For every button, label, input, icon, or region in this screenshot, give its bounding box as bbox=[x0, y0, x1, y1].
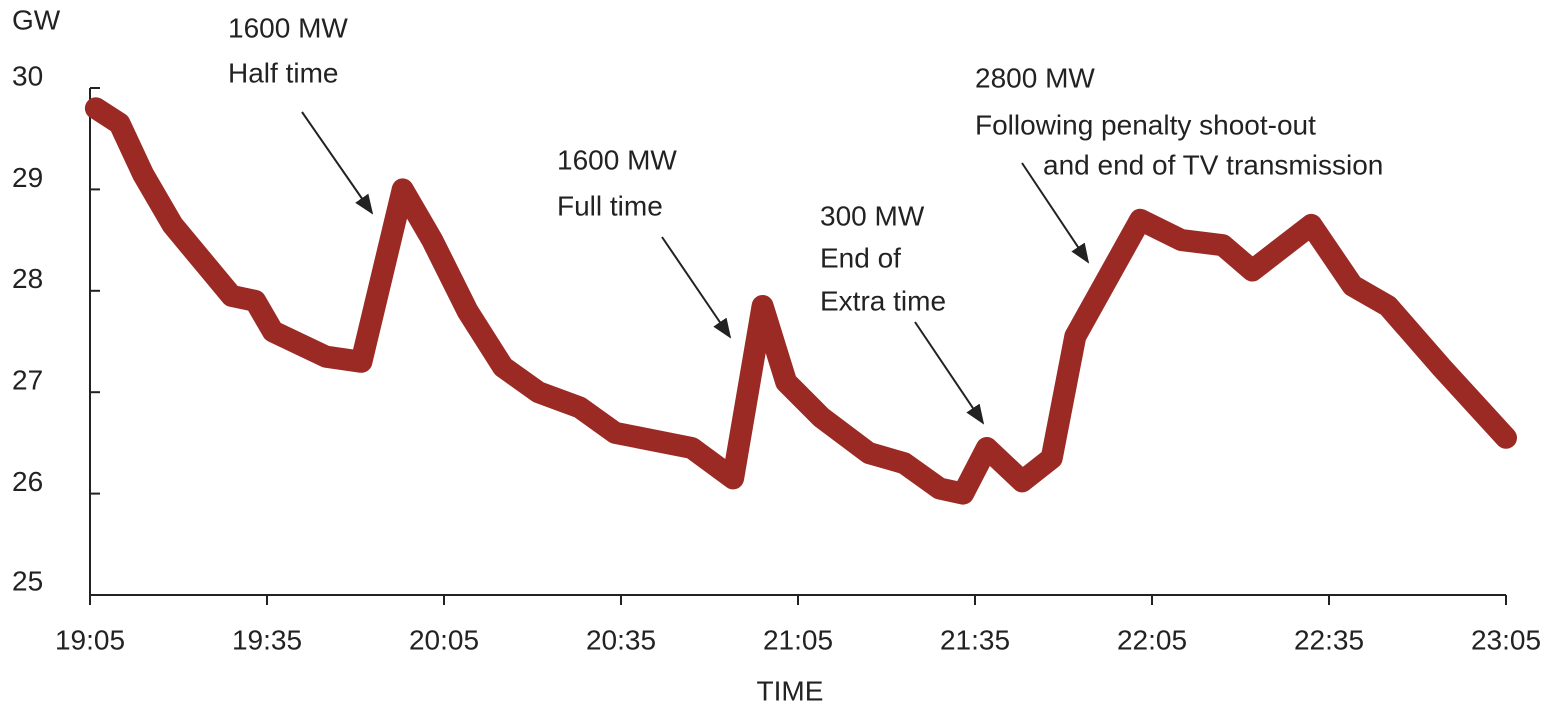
annotation: Following penalty shoot-out bbox=[975, 109, 1316, 140]
annotation: Half time bbox=[228, 57, 338, 88]
annotation: End of bbox=[820, 242, 901, 273]
y-tick-label: 25 bbox=[12, 565, 43, 596]
annotation: and end of TV transmission bbox=[1043, 149, 1383, 180]
annotation: Full time bbox=[557, 190, 663, 221]
x-tick-label: 19:35 bbox=[232, 624, 302, 655]
annotation: 300 MW bbox=[820, 200, 925, 231]
annotation: Extra time bbox=[820, 285, 946, 316]
arrow bbox=[661, 236, 732, 339]
y-tick-label: 27 bbox=[12, 365, 43, 396]
y-tick-label: 30 bbox=[12, 60, 43, 91]
annotation: 1600 MW bbox=[557, 144, 677, 175]
annotation: 1600 MW bbox=[228, 12, 348, 43]
x-tick-label: 20:35 bbox=[586, 624, 656, 655]
x-tick-label: 23:05 bbox=[1471, 624, 1541, 655]
x-tick-label: 20:05 bbox=[409, 624, 479, 655]
x-axis-label: TIME bbox=[757, 675, 824, 706]
y-tick-label: 28 bbox=[12, 263, 43, 294]
x-tick-label: 19:05 bbox=[55, 624, 125, 655]
y-tick-label: 29 bbox=[12, 162, 43, 193]
x-tick-label: 21:05 bbox=[763, 624, 833, 655]
y-axis-label: GW bbox=[12, 4, 61, 35]
y-tick-label: 26 bbox=[12, 466, 43, 497]
arrow bbox=[1021, 162, 1090, 264]
x-tick-label: 21:35 bbox=[940, 624, 1010, 655]
x-tick-label: 22:35 bbox=[1294, 624, 1364, 655]
arrow bbox=[301, 111, 374, 215]
x-tick-label: 22:05 bbox=[1117, 624, 1187, 655]
annotation: 2800 MW bbox=[975, 62, 1095, 93]
arrow bbox=[914, 321, 985, 425]
line bbox=[84, 97, 1517, 505]
